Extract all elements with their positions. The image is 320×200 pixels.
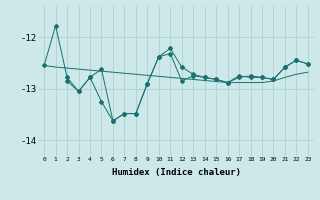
X-axis label: Humidex (Indice chaleur): Humidex (Indice chaleur) (111, 168, 241, 177)
